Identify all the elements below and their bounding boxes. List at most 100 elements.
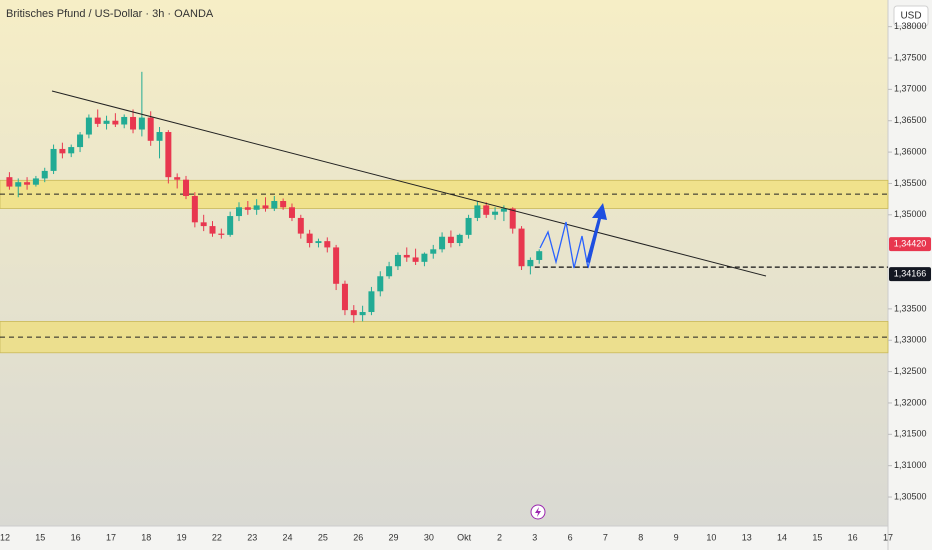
currency-label[interactable]: USD [900,11,921,22]
candle-body [50,148,57,171]
x-tick-label: 12 [0,532,10,542]
y-tick-label: 1,38000 [894,21,927,31]
y-tick-label: 1,31500 [894,429,927,439]
candle-body [412,257,419,262]
candle-body [147,117,154,141]
candle-body [456,234,463,244]
candle-body [235,207,242,217]
candle-body [41,170,48,179]
candle-body [518,228,525,267]
candle-body [350,310,357,316]
candle-body [24,182,31,185]
x-tick-label: 30 [424,532,434,542]
projection-arrow [586,203,607,263]
x-tick-label: 29 [389,532,399,542]
candle-body [183,179,190,196]
x-tick-label: 3 [532,532,537,542]
x-tick-label: 17 [883,532,893,542]
candle-body [6,177,13,187]
candle-body [341,283,348,311]
x-tick-label: 10 [706,532,716,542]
candle-body [32,178,39,185]
candle-body [509,208,516,229]
candle-body [492,211,499,215]
x-tick-label: 6 [568,532,573,542]
y-tick-label: 1,37500 [894,52,927,62]
candle-body [103,120,110,124]
candle-body [200,222,207,227]
y-tick-label: 1,33500 [894,303,927,313]
trendline [51,90,767,277]
candle-body [156,132,163,141]
candle-body [333,247,340,284]
currency-button[interactable] [893,5,929,27]
x-tick-label: 16 [848,532,858,542]
x-tick-label: 22 [212,532,222,542]
x-tick-label: Okt [457,532,472,542]
candle-body [288,207,295,218]
x-tick-label: 18 [141,532,151,542]
y-tick-label: 1,33000 [894,335,927,345]
candle-body [394,254,401,267]
x-tick-label: 13 [742,532,752,542]
candle-body [112,120,119,125]
candle-body [368,291,375,313]
candle-body [253,205,260,210]
candle-body [439,236,446,250]
plot-background [0,0,888,526]
candle-body [315,241,322,244]
price-tag-label: 1,34420 [894,239,927,249]
candle-body [297,217,304,234]
x-tick-label: 14 [777,532,787,542]
candle-body [218,233,225,235]
candle-body [527,259,534,267]
y-tick-label: 1,32500 [894,366,927,376]
candle-body [280,201,287,208]
y-tick-label: 1,30500 [894,491,927,501]
x-tick-label: 15 [35,532,45,542]
projection-path [539,217,601,269]
y-tick-label: 1,31000 [894,460,927,470]
candle-body [403,254,410,258]
x-tick-label: 7 [603,532,608,542]
y-tick-label: 1,35500 [894,178,927,188]
x-tick-label: 8 [638,532,643,542]
candle-body [130,116,137,130]
y-tick-label: 1,36000 [894,146,927,156]
candle-body [174,177,181,180]
candle-body [359,312,366,316]
candle-body [500,208,507,212]
x-tick-label: 24 [283,532,293,542]
candle-body [483,205,490,215]
time-axis [0,526,888,550]
candle-body [68,147,75,154]
candle-body [121,116,128,125]
x-tick-label: 19 [177,532,187,542]
y-tick-label: 1,37000 [894,84,927,94]
x-tick-label: 25 [318,532,328,542]
x-tick-label: 17 [106,532,116,542]
candle-body [447,236,454,244]
candle-body [94,117,101,124]
x-tick-label: 9 [674,532,679,542]
candle-body [227,216,234,235]
chart-title: Britisches Pfund / US-Dollar · 3h · OAND… [6,8,214,20]
candle-body [421,253,428,262]
candle-body [138,117,145,130]
candle-body [262,205,269,209]
x-tick-label: 23 [247,532,257,542]
y-tick-label: 1,35000 [894,209,927,219]
x-tick-label: 2 [497,532,502,542]
candle-body [244,207,251,210]
y-tick-label: 1,32000 [894,397,927,407]
candle-body [59,148,66,154]
candle-body [430,249,437,254]
candle-body [165,132,172,178]
candle-body [386,266,393,277]
x-tick-label: 15 [812,532,822,542]
candle-body [85,117,92,135]
x-tick-label: 26 [353,532,363,542]
y-tick-label: 1,36500 [894,115,927,125]
price-tag-label: 1,34166 [894,268,927,278]
